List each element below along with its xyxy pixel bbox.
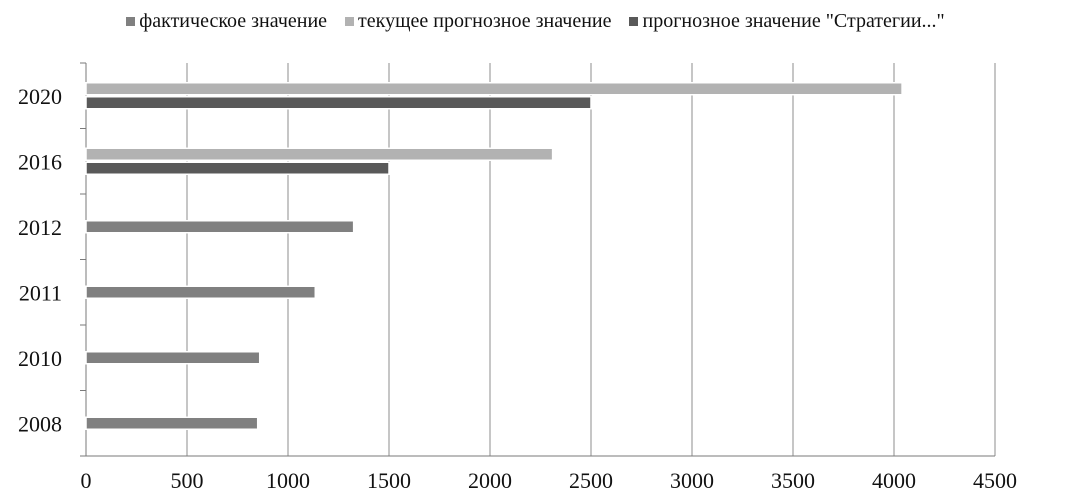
legend-label-3: прогнозное значение "Стратегии..." (642, 9, 945, 32)
bar-2020-series-2 (85, 82, 903, 96)
y-tick-label-2012: 2012 (18, 215, 62, 240)
bar-2016-series-2 (85, 147, 554, 161)
legend: фактическое значение текущее прогнозное з… (0, 6, 1071, 36)
y-tick-label-2010: 2010 (18, 346, 62, 371)
bar-2016-series-3 (85, 161, 390, 175)
y-tick-label-2008: 2008 (18, 411, 62, 436)
y-tick-label-2020: 2020 (18, 84, 62, 109)
legend-item-1: фактическое значение (126, 10, 327, 33)
x-tick-label-4500: 4500 (973, 468, 1017, 493)
legend-item-2: текущее прогнозное значение (345, 10, 611, 33)
x-tick-label-4000: 4000 (872, 468, 916, 493)
bar-2020-series-3 (85, 96, 592, 110)
x-tick-label-1500: 1500 (367, 468, 411, 493)
bar-2012-series-1 (85, 220, 355, 234)
x-tick-label-3500: 3500 (771, 468, 815, 493)
y-tick-label-2011: 2011 (19, 280, 62, 305)
x-tick-label-3000: 3000 (670, 468, 714, 493)
y-tick-label-2016: 2016 (18, 149, 62, 174)
legend-item-3: прогнозное значение "Стратегии..." (629, 9, 945, 33)
legend-label-2: текущее прогнозное значение (358, 9, 612, 32)
x-tick-label-500: 500 (171, 468, 204, 493)
legend-swatch-3 (629, 16, 639, 26)
legend-swatch-2 (345, 16, 355, 26)
x-tick-label-2000: 2000 (468, 468, 512, 493)
legend-label-1: фактическое значение (139, 9, 328, 32)
x-tick-label-0: 0 (81, 468, 92, 493)
x-tick-label-1000: 1000 (266, 468, 310, 493)
bar-2011-series-1 (85, 285, 317, 299)
legend-swatch-1 (126, 16, 136, 26)
bar-2008-series-1 (85, 416, 259, 430)
x-tick-label-2500: 2500 (569, 468, 613, 493)
bar-2010-series-1 (85, 351, 261, 365)
